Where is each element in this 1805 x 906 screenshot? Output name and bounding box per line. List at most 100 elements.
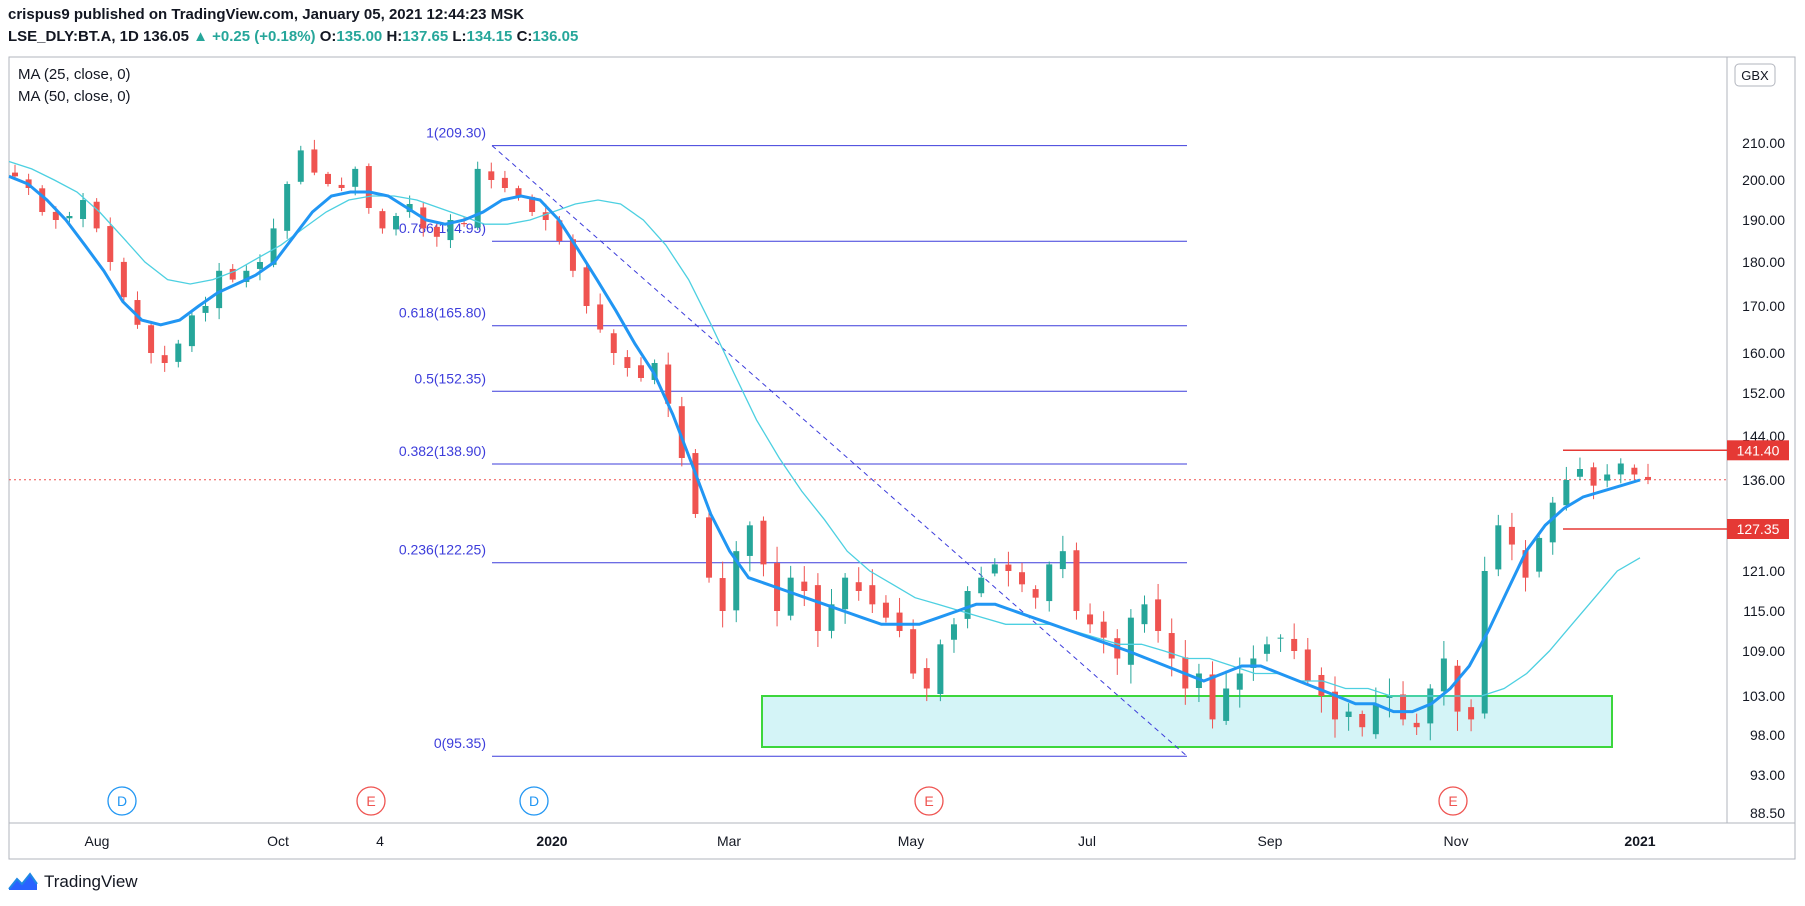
x-tick-label: May [898,833,924,849]
candle-body [202,306,209,313]
x-tick-label: Sep [1258,833,1283,849]
candle-body [1141,604,1148,625]
candle-body [801,581,808,591]
candle-body [1223,688,1230,721]
candle-body [284,184,291,231]
y-tick-label: 210.00 [1742,135,1785,151]
candle-body [937,644,944,694]
candle-body [787,577,794,616]
candle-body [1005,564,1012,571]
y-tick-label: 180.00 [1742,254,1785,270]
candle-body [461,223,468,225]
price-level-tag-text: 127.35 [1737,521,1780,537]
candle-body [1345,711,1352,717]
candle-body [393,216,400,230]
candle-body [175,343,182,362]
candle-body [1073,550,1080,611]
event-marker-label: E [366,793,375,809]
candle-body [1604,474,1611,481]
open-label: O: [319,28,337,45]
candle-body [569,239,576,271]
candle-body [311,149,318,173]
candle-body [978,577,985,594]
candle-body [93,201,100,229]
y-tick-label: 115.00 [1743,603,1785,619]
y-tick-label: 88.50 [1750,805,1785,821]
candle-body [1277,637,1284,639]
low-label: L: [452,28,467,45]
candle-body [529,196,536,212]
candle-body [365,166,372,208]
candle-body [637,365,644,378]
indicator-ma50-label[interactable]: MA (50, close, 0) [18,88,131,105]
indicator-ma25-label[interactable]: MA (25, close, 0) [18,66,131,83]
event-marker-label: E [1448,793,1457,809]
candle-body [1168,633,1175,659]
candle-body [1481,571,1488,714]
candle-body [1332,691,1339,720]
candle-body [1155,599,1162,631]
candle-body [1631,467,1638,475]
candle-body [1318,674,1325,696]
candle-body [1195,673,1202,689]
candle-body [855,582,862,591]
candle-body [52,211,59,220]
event-marker-label: E [924,793,933,809]
candle-body [1645,476,1651,480]
price-level-tag-text: 141.40 [1737,442,1780,458]
footer-brand[interactable]: TradingView [8,872,138,892]
candle-body [1209,674,1216,720]
candle-body [107,226,114,262]
candle-body [1304,649,1311,681]
y-tick-label: 190.00 [1742,212,1785,228]
candle-body [229,268,236,280]
candle-body [719,578,726,611]
x-tick-label: Oct [267,833,289,849]
x-tick-label: Jul [1078,833,1096,849]
candle-body [964,591,971,619]
tradingview-text: TradingView [44,872,138,891]
candle-body [501,177,508,188]
candle-body [433,226,440,237]
x-tick-label: Mar [717,833,741,849]
x-tick-label: 4 [376,833,384,849]
currency-label: GBX [1741,68,1769,83]
candle-body [80,200,87,220]
event-marker-dividend [519,786,549,816]
candle-body [1440,658,1447,692]
candle-body [991,564,998,574]
candle-body [828,604,835,631]
candle-body [188,315,195,347]
outer-frame [8,56,1796,860]
candle-body [610,333,617,353]
event-marker-earnings [914,786,944,816]
candle-body [910,629,917,674]
candle-body [161,355,168,363]
candle-body [1359,713,1366,728]
candle-body [1549,502,1556,543]
ohlc-line: LSE_DLY:BT.A, 1D 136.05 ▲ +0.25 (+0.18%)… [8,28,578,45]
candle-body [950,624,957,640]
y-tick-label: 93.00 [1750,767,1785,783]
candle-body [297,150,304,182]
change-value: +0.25 (+0.18%) [212,28,316,45]
candle-body [379,211,386,229]
fib-level-label: 1(209.30) [426,125,486,141]
last-price: 136.05 [143,28,189,45]
candle-body [896,612,903,631]
candle-body [1127,617,1134,665]
y-tick-label: 121.00 [1742,563,1785,579]
candle-body [583,267,590,306]
candle-body [270,228,277,265]
candle-body [1590,467,1597,486]
candle-body [665,364,672,404]
candle-body [869,585,876,605]
candle-body [1087,614,1094,625]
fib-trend-line [491,145,1188,757]
candle-body [1522,550,1529,578]
candle-body [760,520,767,565]
candle-body [1250,658,1257,668]
y-tick-label: 152.00 [1742,385,1785,401]
candle-body [556,220,563,241]
